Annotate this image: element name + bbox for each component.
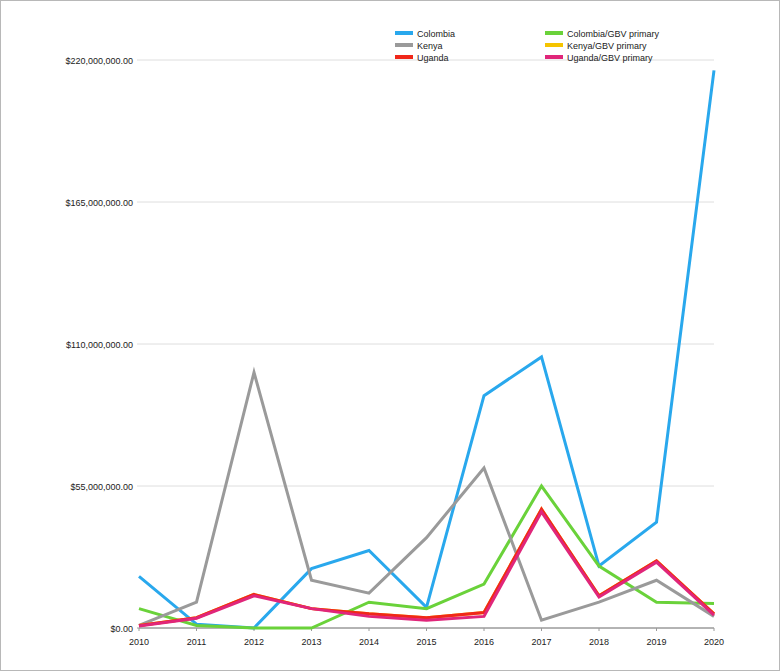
x-tick [656,628,657,631]
legend-label: Colombia [417,29,455,39]
legend-label: Uganda/GBV primary [567,53,653,63]
legend-swatch [545,31,563,35]
legend-label: Kenya/GBV primary [567,41,647,51]
legend-swatch [395,31,413,35]
legend-item: Colombia [395,29,455,39]
x-tick [714,628,715,631]
y-tick-label: $165,000,000.00 [65,198,133,208]
grid-line [137,202,714,203]
grid-line [137,486,714,487]
legend-item: Uganda [395,53,449,63]
x-tick [426,628,427,631]
x-tick-label: 2019 [646,637,666,647]
legend-label: Colombia/GBV primary [567,29,660,39]
x-tick [541,628,542,631]
chart: $0.00 $55,000,000.00 $110,000,000.00 $165,0… [0,0,780,671]
series-line [139,70,714,628]
legend-swatch [545,55,563,59]
legend-item: Kenya/GBV primary [545,41,647,51]
series-line [139,512,714,626]
x-tick-label: 2012 [244,637,264,647]
y-tick-label: $55,000,000.00 [70,482,133,492]
legend-swatch [545,43,563,47]
series-line [139,486,714,628]
series-line [139,509,714,625]
x-tick-label: 2017 [531,637,551,647]
legend: Colombia Colombia/GBV primary Kenya Kenya/G… [395,29,660,63]
y-axis: $0.00 $55,000,000.00 $110,000,000.00 $165,0… [65,56,714,634]
y-tick-label: $220,000,000.00 [65,56,133,66]
background [1,1,780,671]
x-tick-label: 2018 [589,637,609,647]
x-tick [139,628,140,631]
x-tick [196,628,197,631]
x-tick-label: 2013 [301,637,321,647]
x-tick-label: 2010 [129,637,149,647]
legend-item: Kenya [395,41,443,51]
series-line [139,509,714,625]
series-line [139,372,714,625]
y-tick-label: $0.00 [110,624,133,634]
x-axis: 2010 2011 2012 2013 2014 2015 2016 2017 2018 2019… [129,628,724,647]
legend-label: Uganda [417,53,449,63]
legend-item: Colombia/GBV primary [545,29,660,39]
legend-swatch [395,43,413,47]
x-tick-label: 2011 [187,637,206,647]
legend-item: Uganda/GBV primary [545,53,653,63]
x-tick-label: 2015 [416,637,436,647]
legend-label: Kenya [417,41,443,51]
x-tick [484,628,485,631]
x-tick [599,628,600,631]
legend-swatch [395,55,413,59]
series-lines [139,70,714,628]
x-tick-label: 2020 [704,637,724,647]
x-tick-label: 2014 [359,637,379,647]
grid-line [137,344,714,345]
y-tick-label: $110,000,000.00 [66,340,133,350]
x-tick [369,628,370,631]
x-tick-label: 2016 [474,637,494,647]
